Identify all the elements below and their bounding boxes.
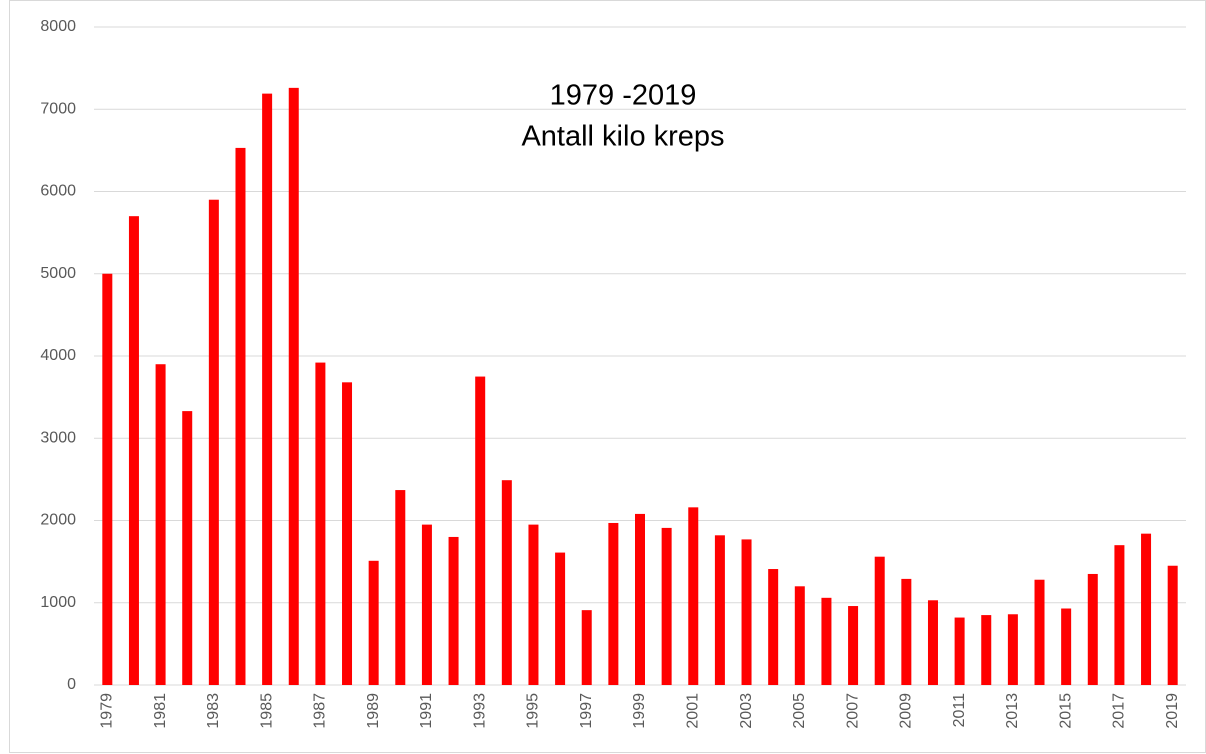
y-tick-label: 0 [67,676,76,693]
x-tick-label: 1991 [418,693,435,729]
x-tick-label: 2019 [1164,693,1181,729]
bar [714,535,725,685]
x-tick-label: 1987 [312,693,329,729]
bar [235,147,246,686]
y-tick-label: 6000 [40,183,76,200]
x-tick-label: 1985 [258,693,275,729]
x-tick-label: 2017 [1111,693,1128,729]
bar [981,615,992,685]
y-tick-label: 8000 [40,18,76,35]
x-tick-label: 1989 [365,693,382,729]
x-tick-label: 1997 [578,693,595,729]
y-tick-label: 5000 [40,265,76,282]
bar [927,600,938,685]
bar [208,199,219,685]
x-tick-label: 1995 [525,693,542,729]
bar [102,273,113,685]
y-tick-label: 1000 [40,594,76,611]
bar [501,480,512,685]
x-tick-label: 2005 [791,693,808,729]
bar [1087,573,1098,685]
bar [848,606,859,685]
x-tick-label: 2009 [898,693,915,729]
x-tick-label: 1999 [631,693,648,729]
bar [182,411,193,685]
x-tick-label: 1983 [205,693,222,729]
bar [475,376,486,685]
bar [528,524,539,685]
x-tick-label: 2007 [844,693,861,729]
y-tick-label: 2000 [40,512,76,529]
bar [155,364,166,685]
bar [395,490,406,685]
y-tick-label: 7000 [40,100,76,117]
x-tick-label: 2013 [1004,693,1021,729]
y-tick-label: 4000 [40,347,76,364]
bar [581,610,592,685]
x-tick-label: 2001 [684,693,701,729]
x-tick-label: 2003 [738,693,755,729]
x-tick-label: 1979 [99,693,116,729]
bar [768,569,779,685]
bar [368,560,379,685]
bar [421,524,432,685]
x-tick-label: 2011 [951,693,968,728]
chart-subtitle: Antall kilo kreps [521,121,724,153]
x-tick-label: 1981 [152,693,169,729]
x-tick-label: 1993 [471,693,488,729]
bar [794,586,805,685]
bar [608,522,619,685]
bar [1114,545,1125,685]
bar [1007,614,1018,685]
bar [954,617,965,685]
bar [821,597,832,685]
bar [661,527,672,685]
bar [315,362,326,685]
bar [128,216,139,686]
bar [555,552,566,685]
bar [288,87,299,686]
y-tick-label: 3000 [40,429,76,446]
bar [1034,579,1045,685]
bar [741,539,752,685]
x-tick-label: 2015 [1057,693,1074,729]
chart-title: 1979 -2019 [550,80,697,112]
bar [874,556,885,685]
bar [448,536,459,685]
bar [688,507,699,685]
bar [901,578,912,685]
bar [342,382,353,685]
bar [262,93,273,685]
chart-border [9,0,1206,753]
bar [1167,565,1178,685]
bar [1061,608,1072,685]
bar [635,513,645,685]
bar [1141,533,1152,685]
